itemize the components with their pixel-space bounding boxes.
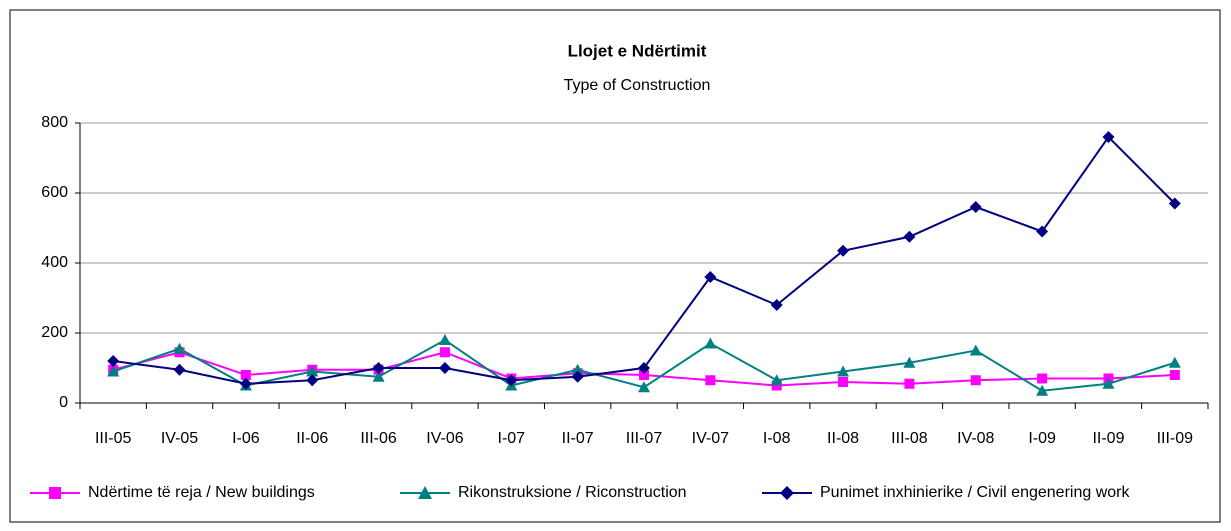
- chart-title: Llojet e Ndërtimit: [568, 41, 707, 60]
- x-tick-label: I-08: [763, 430, 791, 447]
- marker: [1168, 356, 1181, 368]
- legend-label: Rikonstruksione / Riconstruction: [458, 484, 687, 501]
- chart-subtitle: Type of Construction: [564, 77, 711, 94]
- legend-label: Ndërtime të reja / New buildings: [88, 484, 315, 501]
- marker: [173, 363, 186, 376]
- marker: [970, 375, 981, 386]
- marker: [969, 201, 982, 213]
- marker: [969, 344, 982, 356]
- x-tick-label: I-07: [498, 430, 526, 447]
- x-tick-label: II-08: [827, 430, 859, 447]
- marker: [49, 487, 61, 499]
- marker: [638, 381, 650, 393]
- marker: [904, 378, 915, 389]
- x-tick-label: II-07: [562, 430, 594, 447]
- marker: [107, 355, 120, 367]
- marker: [372, 362, 385, 374]
- x-tick-label: II-09: [1092, 430, 1124, 447]
- x-tick-label: III-08: [891, 430, 928, 447]
- marker: [903, 230, 916, 243]
- marker: [1169, 370, 1180, 380]
- marker: [571, 370, 584, 383]
- marker: [838, 377, 849, 387]
- marker: [306, 374, 319, 387]
- x-tick-label: II-06: [296, 430, 328, 447]
- marker: [306, 365, 319, 377]
- marker: [173, 342, 186, 354]
- marker: [107, 365, 120, 377]
- marker: [771, 380, 782, 391]
- marker: [1036, 384, 1049, 396]
- x-tick-label: IV-07: [692, 430, 729, 447]
- marker: [438, 362, 451, 374]
- marker: [571, 363, 584, 375]
- marker: [505, 374, 518, 387]
- y-tick-label: 800: [41, 114, 68, 131]
- y-tick-label: 600: [41, 184, 68, 201]
- marker: [837, 244, 850, 257]
- marker: [1037, 373, 1048, 384]
- marker: [1036, 225, 1049, 238]
- x-tick-label: III-09: [1157, 430, 1194, 447]
- marker: [704, 337, 717, 349]
- legend-label: Punimet inxhinierike / Civil engenering …: [820, 484, 1130, 501]
- marker: [372, 370, 385, 382]
- marker: [439, 347, 450, 358]
- x-tick-label: I-06: [232, 430, 260, 447]
- marker: [770, 374, 783, 386]
- x-tick-label: IV-08: [957, 430, 994, 447]
- marker: [639, 370, 649, 380]
- marker: [418, 486, 432, 499]
- marker: [1102, 377, 1115, 389]
- marker: [780, 486, 794, 500]
- x-tick-label: I-09: [1028, 430, 1056, 447]
- marker: [438, 334, 451, 345]
- marker: [239, 377, 252, 390]
- y-tick-label: 400: [41, 254, 68, 271]
- x-tick-label: III-05: [95, 430, 132, 447]
- marker: [837, 365, 850, 377]
- marker: [638, 362, 650, 374]
- marker: [240, 370, 251, 380]
- marker: [1168, 197, 1181, 210]
- marker: [1102, 131, 1115, 143]
- y-tick-label: 200: [41, 324, 68, 341]
- marker: [704, 271, 717, 283]
- marker: [903, 356, 916, 368]
- x-tick-label: IV-06: [426, 430, 463, 447]
- x-tick-label: IV-05: [161, 430, 198, 447]
- chart-border: [9, 9, 1221, 523]
- marker: [705, 375, 716, 386]
- x-tick-label: III-07: [626, 430, 663, 447]
- x-tick-label: III-06: [360, 430, 397, 447]
- y-tick-label: 0: [59, 394, 68, 411]
- marker: [770, 299, 783, 311]
